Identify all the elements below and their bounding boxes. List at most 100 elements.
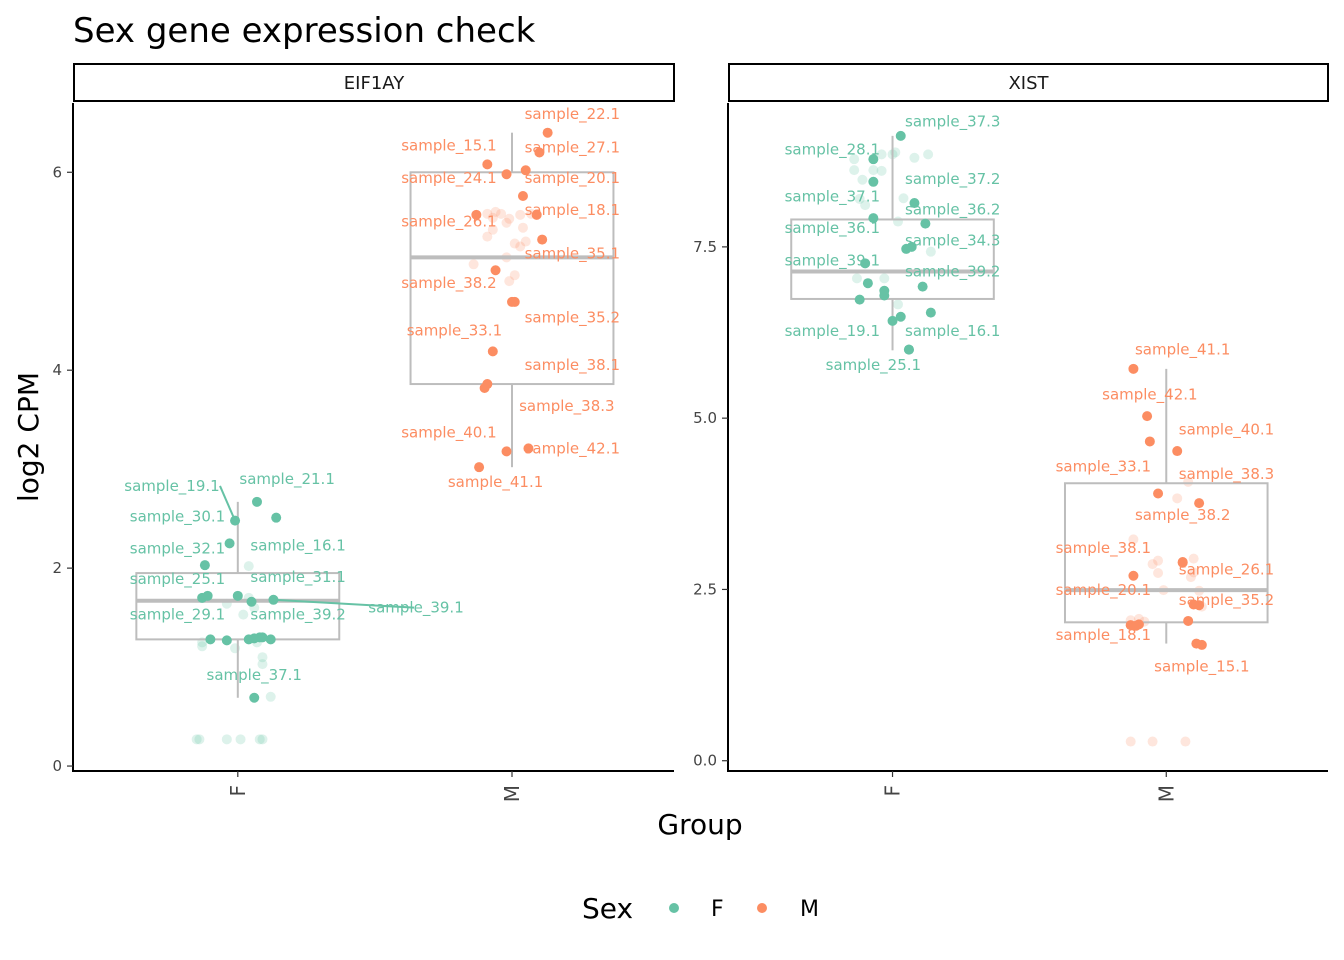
faded-point [1153,567,1164,578]
y-tick-label: 0 [52,757,62,775]
point-label: sample_35.2 [1179,591,1274,610]
faded-point [254,734,265,745]
faded-point [197,641,208,652]
data-point [534,147,545,158]
data-point [1194,600,1205,611]
faded-point [490,206,501,217]
legend-key-m [757,903,767,913]
faded-point [257,659,268,670]
data-point [542,127,553,138]
point-label: sample_29.1 [130,606,225,625]
faded-point [265,691,276,702]
data-point [479,383,490,394]
x-tick-label: F [226,785,250,797]
data-point [520,165,531,176]
point-label: sample_20.1 [1056,581,1151,600]
data-point [501,446,512,457]
x-tick-label: F [881,785,905,797]
y-axis-title: log2 CPM [12,372,45,502]
data-point [265,634,276,645]
faded-point [235,734,246,745]
data-point [895,311,906,322]
data-point [906,241,917,252]
data-point [249,633,260,644]
strip-box [73,63,675,102]
faded-point [925,246,936,257]
faded-point [482,231,493,242]
data-point [868,154,879,165]
faded-point [879,273,890,284]
faded-point [194,734,205,745]
data-point [249,692,260,703]
point-label: sample_37.3 [905,112,1000,131]
box-f [790,218,995,300]
point-label: sample_37.1 [207,666,302,685]
data-point [1196,639,1207,650]
faded-point [515,209,526,220]
data-point [221,635,232,646]
faded-point [257,734,268,745]
point-label: sample_21.1 [239,470,334,489]
data-point [862,278,873,289]
data-point [1128,570,1139,581]
data-point [531,209,542,220]
point-label: sample_16.1 [250,536,345,555]
faded-point [515,241,526,252]
point-label: sample_15.1 [1154,658,1249,677]
point-label: sample_41.1 [448,473,543,492]
data-point [537,234,548,245]
x-axis-title: Group [657,808,742,841]
point-label: sample_39.2 [905,262,1000,281]
point-label: sample_35.2 [525,309,620,328]
data-point [246,596,257,607]
faded-point [1185,572,1196,583]
point-label: sample_34.3 [905,232,1000,251]
data-point [487,346,498,357]
legend: Sex F M [582,892,819,925]
data-point [232,590,243,601]
data-point [868,213,879,224]
faded-point [898,193,909,204]
point-label: sample_31.1 [250,568,345,587]
point-label: sample_33.1 [1056,458,1151,477]
point-label: sample_20.1 [525,169,620,188]
data-point [482,159,493,170]
data-point [257,632,268,643]
point-label: sample_38.3 [1179,465,1274,484]
point-label: sample_28.1 [785,140,880,159]
data-point [205,634,216,645]
faded-point [1172,493,1183,504]
data-point [1183,615,1194,626]
faded-point [851,273,862,284]
faded-point [1147,736,1158,747]
strip-box [728,63,1329,102]
data-point [868,176,879,187]
y-tick-label: 2 [52,559,62,577]
data-point [251,496,262,507]
box-f [135,572,341,641]
point-label: sample_38.1 [525,356,620,375]
strip-label: XIST [1008,73,1049,94]
point-label: sample_16.1 [905,322,1000,341]
data-point [202,590,213,601]
faded-point [893,216,904,227]
point-label: sample_39.2 [250,606,345,625]
faded-point [520,236,531,247]
data-point [230,515,241,526]
faded-point [1125,736,1136,747]
point-label: sample_38.1 [1056,539,1151,558]
label-leader [273,598,415,609]
data-point [501,169,512,180]
faded-point [191,734,202,745]
point-label: sample_18.1 [1056,626,1151,645]
data-point [903,344,914,355]
point-label: sample_40.1 [401,423,496,442]
faded-point [876,149,887,160]
y-tick-label: 7.5 [693,238,717,256]
data-point [517,191,528,202]
legend-title: Sex [582,892,633,925]
strip-label: EIF1AY [344,73,405,94]
